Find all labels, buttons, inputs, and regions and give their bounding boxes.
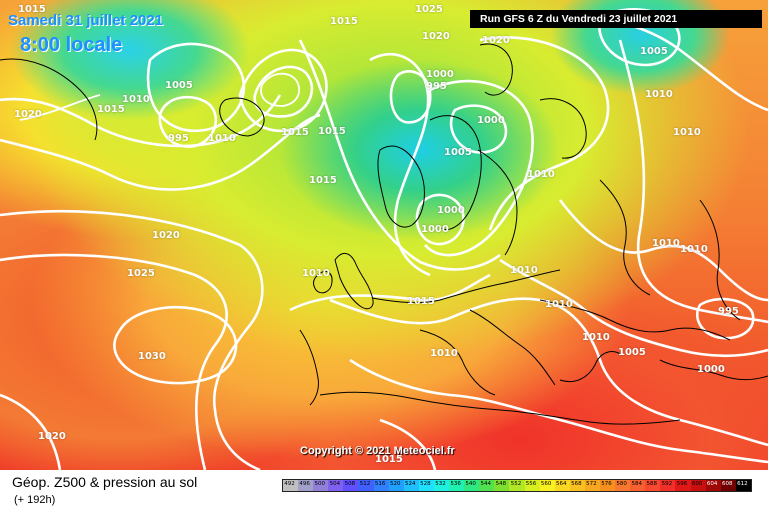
legend-swatch: [313, 480, 329, 491]
pressure-label: 1010: [673, 127, 701, 138]
pressure-label: 1005: [444, 147, 472, 158]
legend-swatch: [569, 480, 585, 491]
legend-swatch: [343, 480, 359, 491]
forecast-local-time: 8:00 locale: [20, 34, 123, 56]
pressure-label: 1015: [281, 127, 309, 138]
pressure-label: 1010: [645, 89, 673, 100]
legend-swatch: [479, 480, 495, 491]
pressure-label: 1015: [309, 175, 337, 186]
pressure-label: 1010: [652, 238, 680, 249]
legend-swatch: [403, 480, 419, 491]
run-info-banner: Run GFS 6 Z du Vendredi 23 juillet 2021: [470, 10, 762, 28]
legend-swatch: [464, 480, 480, 491]
pressure-label: 1015: [330, 16, 358, 27]
pressure-label: 1010: [545, 299, 573, 310]
pressure-label: 1010: [527, 169, 555, 180]
pressure-label: 1000: [426, 69, 454, 80]
pressure-label: 1020: [38, 431, 66, 442]
legend-swatch: [554, 480, 570, 491]
forecast-map: 1015 1025 1020 1020 1005 1010 1010 1015 …: [0, 0, 768, 470]
isobar-layer: [0, 43, 768, 425]
legend-swatch: [388, 480, 404, 491]
legend-swatch: [705, 480, 721, 491]
legend-swatch: [509, 480, 525, 491]
pressure-label: 1025: [127, 268, 155, 279]
legend-swatch: [720, 480, 736, 491]
pressure-label: 1020: [152, 230, 180, 241]
legend-swatch: [358, 480, 374, 491]
pressure-label: 1030: [138, 351, 166, 362]
pressure-label: 995: [718, 306, 739, 317]
pressure-label: 1020: [422, 31, 450, 42]
pressure-label: 1015: [97, 104, 125, 115]
footer-bar: Géop. Z500 & pression au sol (+ 192h) 49…: [0, 470, 768, 512]
legend-swatch: [418, 480, 434, 491]
pressure-label: 1010: [122, 94, 150, 105]
legend-swatch: [373, 480, 389, 491]
legend-swatch: [328, 480, 344, 491]
pressure-label: 1000: [437, 205, 465, 216]
copyright-notice: Copyright © 2021 Meteociel.fr: [300, 445, 455, 457]
legend-swatch: [615, 480, 631, 491]
pressure-label: 1015: [407, 296, 435, 307]
legend-swatch: [433, 480, 450, 491]
legend-swatch: [630, 480, 646, 491]
legend-swatch: [283, 480, 299, 491]
forecast-date-title: Samedi 31 juillet 2021: [8, 12, 164, 29]
pressure-label: 1020: [14, 109, 42, 120]
legend-swatch: [660, 480, 676, 491]
legend-swatch: [599, 480, 616, 491]
pressure-label: 1015: [18, 4, 46, 15]
legend-swatch: [298, 480, 314, 491]
pressure-label: 995: [426, 81, 447, 92]
pressure-label: 1015: [375, 454, 403, 465]
map-title: Géop. Z500 & pression au sol: [12, 474, 198, 490]
pressure-label: 1010: [302, 268, 330, 279]
pressure-label: 995: [168, 133, 189, 144]
legend-swatch: [645, 480, 661, 491]
pressure-label: 1000: [477, 115, 505, 126]
pressure-label: 1015: [318, 126, 346, 137]
pressure-label: 1010: [510, 265, 538, 276]
legend-swatch: [675, 480, 691, 491]
legend-swatch: [690, 480, 706, 491]
pressure-label: 1020: [482, 35, 510, 46]
legend-swatch: [584, 480, 600, 491]
color-scale-legend: [282, 479, 752, 492]
pressure-label: 1010: [582, 332, 610, 343]
forecast-hour: (+ 192h): [14, 494, 56, 506]
legend-swatch: [449, 480, 465, 491]
pressure-label: 1010: [430, 348, 458, 359]
legend-swatch: [539, 480, 555, 491]
pressure-label: 1025: [415, 4, 443, 15]
pressure-label: 1005: [640, 46, 668, 57]
pressure-label: 1005: [165, 80, 193, 91]
pressure-label: 1005: [618, 347, 646, 358]
pressure-label: 1010: [208, 133, 236, 144]
legend-swatch: [524, 480, 540, 491]
pressure-label: 1000: [697, 364, 725, 375]
legend-swatch: [735, 480, 751, 491]
pressure-label: 1010: [680, 244, 708, 255]
pressure-label: 1000: [421, 224, 449, 235]
legend-swatch: [494, 480, 510, 491]
